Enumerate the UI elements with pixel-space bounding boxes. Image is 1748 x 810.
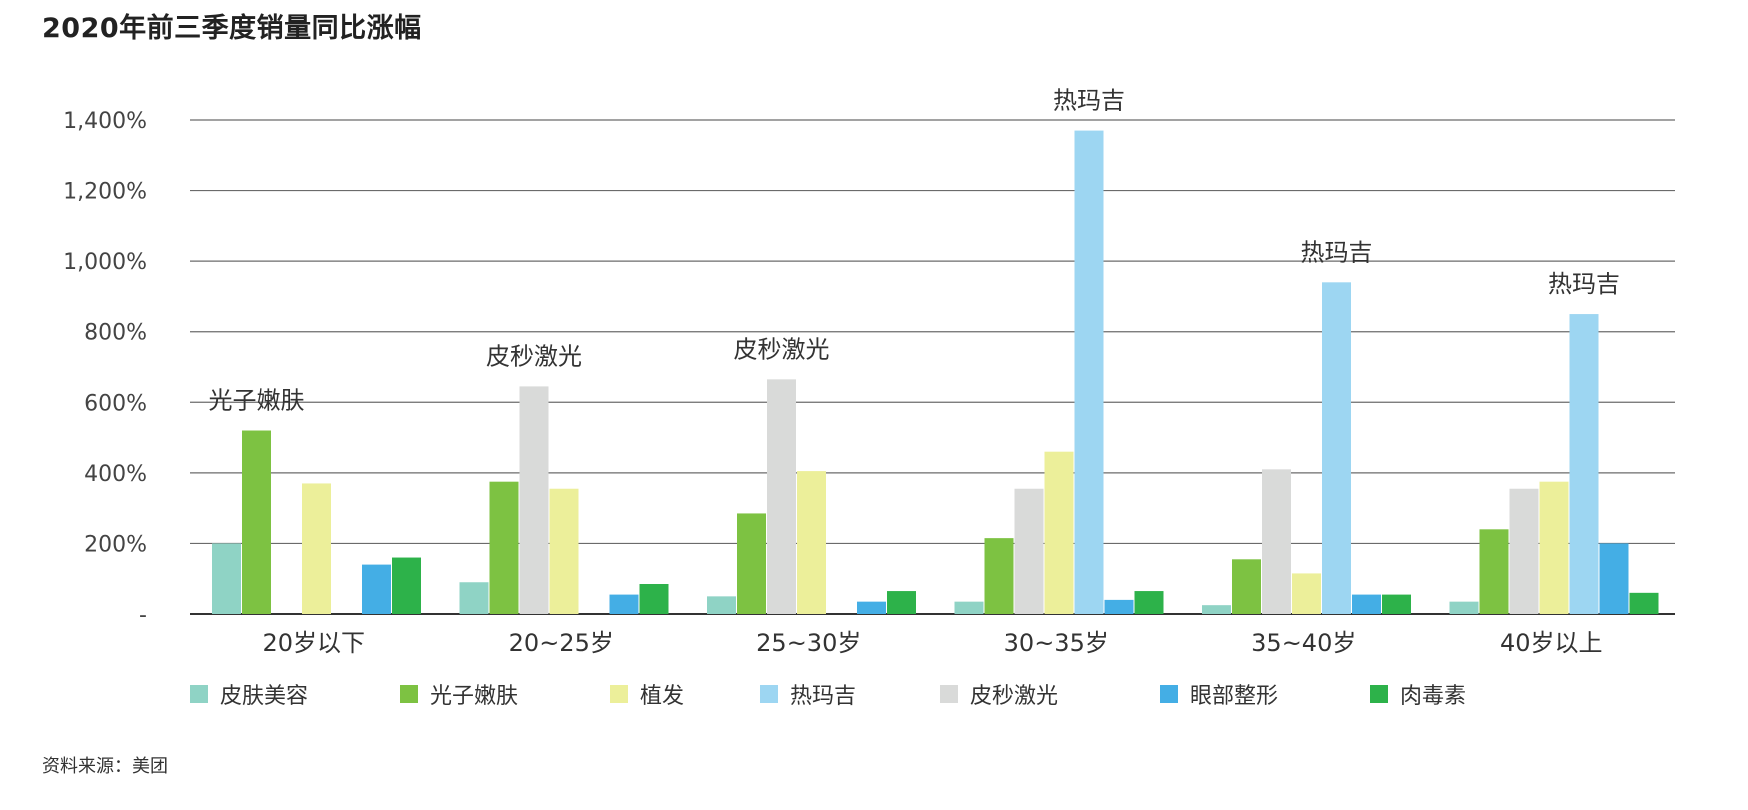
bar-2 (737, 513, 766, 614)
legend-item: 皮秒激光 (940, 678, 1160, 710)
x-tick-label: 30~35岁 (1004, 629, 1109, 657)
bar-annotation: 皮秒激光 (734, 335, 830, 363)
bar-1 (707, 596, 736, 614)
bar-7 (639, 584, 669, 614)
bar-3 (1014, 488, 1044, 614)
legend-swatch (1160, 685, 1178, 703)
y-tick-label: 400% (84, 462, 147, 487)
bar-2 (984, 538, 1014, 614)
legend-item: 肉毒素 (1370, 678, 1500, 710)
bar-1 (954, 601, 984, 614)
legend-item: 热玛吉 (760, 678, 940, 710)
x-tick-label: 25~30岁 (756, 629, 861, 657)
bar-annotation: 光子嫩肤 (209, 387, 305, 415)
x-tick-label: 35~40岁 (1251, 629, 1356, 657)
bar-6 (1352, 594, 1381, 614)
legend-item: 皮肤美容 (190, 678, 400, 710)
source-note: 资料来源：美团 (42, 756, 168, 777)
bar-7 (1382, 594, 1411, 614)
bar-4 (797, 471, 826, 614)
legend-item: 眼部整形 (1160, 678, 1370, 710)
bar-7 (392, 557, 421, 614)
legend-label: 眼部整形 (1190, 684, 1279, 709)
y-tick-label: 600% (84, 391, 147, 416)
bar-3 (1262, 469, 1291, 614)
bar-annotation: 热玛吉 (1301, 238, 1373, 266)
legend-swatch (610, 685, 628, 703)
x-tick-label: 40岁以上 (1500, 629, 1603, 657)
bar-7 (1134, 591, 1164, 614)
chart-title: 2020年前三季度销量同比涨幅 (42, 13, 422, 44)
legend-item: 植发 (610, 678, 760, 710)
bar-6 (857, 601, 886, 614)
bar-2 (1232, 559, 1261, 614)
bar-4 (1044, 451, 1074, 614)
bar-7 (1629, 592, 1659, 614)
bar-annotation: 热玛吉 (1053, 87, 1125, 115)
bar-annotation: 热玛吉 (1548, 270, 1620, 298)
bar-6 (362, 564, 391, 614)
legend-swatch (190, 685, 208, 703)
legend-swatch (940, 685, 958, 703)
bar-2 (489, 481, 519, 614)
chart-legend: 皮肤美容 光子嫩肤 植发 热玛吉 皮秒激光 眼部整形 肉毒素 (190, 678, 1500, 710)
legend-item: 光子嫩肤 (400, 678, 610, 710)
bar-5 (1322, 282, 1351, 614)
bar-1 (1202, 605, 1231, 614)
bar-1 (459, 582, 489, 614)
legend-swatch (1370, 685, 1388, 703)
legend-label: 皮肤美容 (220, 684, 309, 709)
bar-4 (1292, 573, 1321, 614)
legend-swatch (400, 685, 418, 703)
bar-2 (1479, 529, 1509, 614)
bar-5 (1074, 130, 1104, 615)
bar-5 (1569, 314, 1599, 614)
bar-7 (887, 591, 916, 614)
bar-1 (212, 543, 241, 614)
bar-annotation: 皮秒激光 (486, 342, 582, 370)
legend-label: 光子嫩肤 (430, 684, 519, 709)
y-tick-label: 200% (84, 532, 147, 557)
y-tick-label: - (139, 603, 147, 628)
bar-6 (1599, 543, 1629, 614)
y-tick-label: 800% (84, 321, 147, 346)
y-tick-label: 1,000% (63, 250, 147, 275)
legend-label: 热玛吉 (790, 684, 857, 709)
bar-6 (1104, 599, 1134, 614)
bar-4 (549, 488, 579, 614)
y-tick-label: 1,400% (63, 109, 147, 134)
bar-3 (1509, 488, 1539, 614)
legend-label: 肉毒素 (1400, 684, 1467, 709)
legend-label: 皮秒激光 (970, 684, 1059, 709)
bar-3 (519, 386, 549, 614)
y-tick-label: 1,200% (63, 180, 147, 205)
bar-3 (767, 379, 796, 614)
bar-4 (1539, 481, 1569, 614)
legend-label: 植发 (640, 684, 685, 709)
x-tick-label: 20岁以下 (262, 629, 365, 657)
bar-4 (302, 483, 331, 614)
bar-1 (1449, 601, 1479, 614)
x-tick-label: 20~25岁 (509, 629, 614, 657)
legend-swatch (760, 685, 778, 703)
bar-6 (609, 594, 639, 614)
bar-2 (242, 430, 271, 614)
